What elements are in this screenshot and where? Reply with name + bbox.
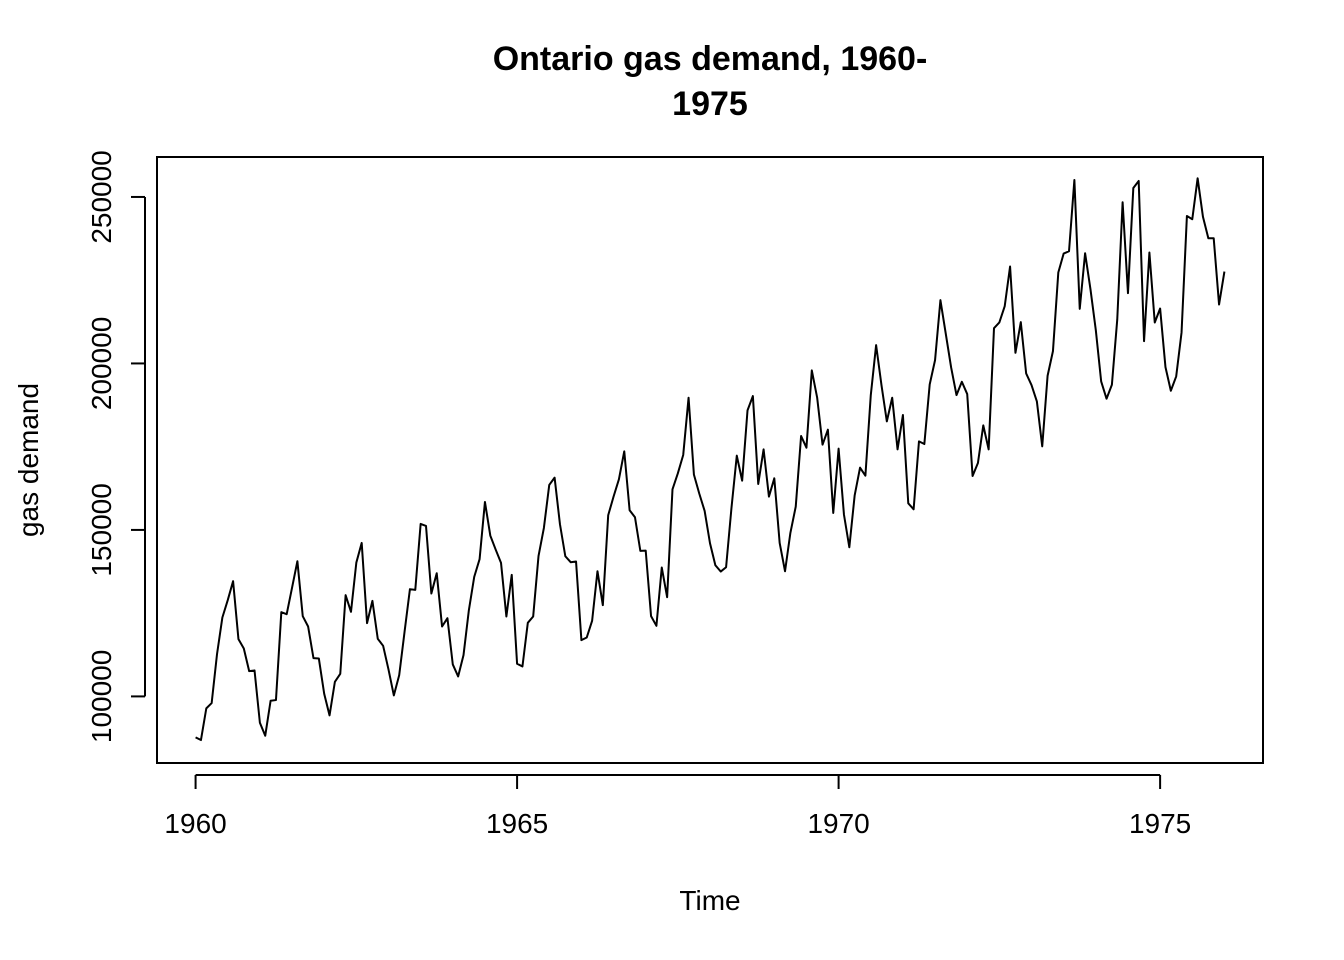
x-axis: 1960 1965 1970 1975 <box>164 774 1191 839</box>
chart-title-line-1: Ontario gas demand, 1960- <box>493 40 928 78</box>
x-tick-label: 1960 <box>164 808 226 839</box>
y-axis-label: gas demand <box>13 383 44 537</box>
x-tick-label: 1975 <box>1129 808 1191 839</box>
y-axis: 100000 150000 200000 250000 <box>86 150 146 743</box>
x-axis-label: Time <box>679 885 740 916</box>
y-tick-label: 200000 <box>86 317 117 410</box>
series-line <box>195 177 1226 742</box>
chart-title-line-2: 1975 <box>672 85 748 123</box>
y-tick-label: 250000 <box>86 150 117 243</box>
plot-frame <box>156 156 1264 764</box>
x-tick-label: 1965 <box>486 808 548 839</box>
x-tick-label: 1970 <box>807 808 869 839</box>
y-tick-label: 100000 <box>86 650 117 743</box>
y-tick-label: 150000 <box>86 483 117 576</box>
